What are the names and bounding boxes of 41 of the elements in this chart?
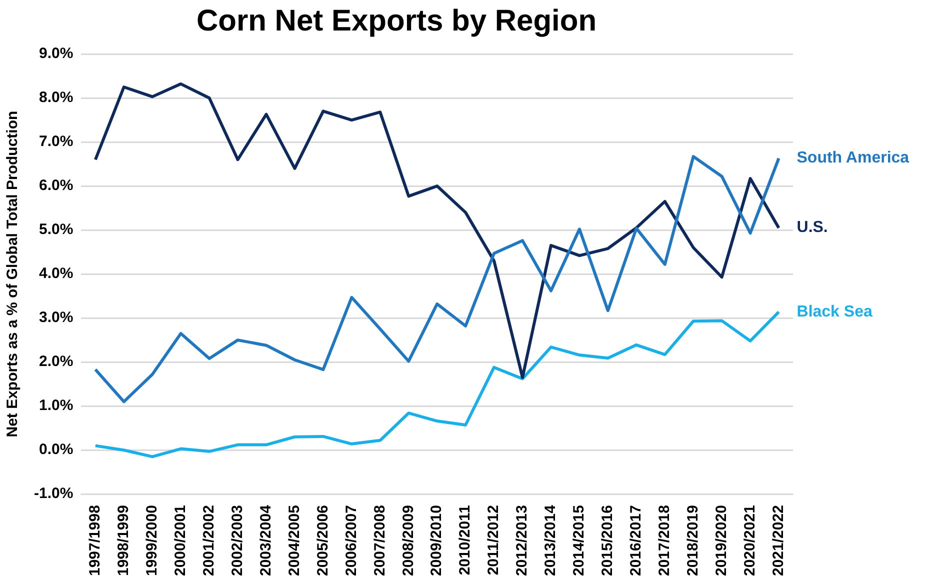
x-tick-label: 2014/2015	[570, 505, 588, 576]
x-tick-label: 2006/2007	[342, 505, 360, 576]
series-label: Black Sea	[796, 303, 872, 320]
x-tick-label: 2005/2006	[314, 505, 332, 576]
x-tick-label: 1998/1999	[115, 505, 132, 576]
y-tick-label: 8.0%	[38, 89, 74, 106]
x-tick-label: 1999/2000	[144, 505, 161, 576]
x-tick-label: 2011/2012	[485, 505, 502, 576]
x-tick-label: 2010/2011	[456, 505, 474, 576]
y-tick-label: -1.0%	[34, 485, 74, 502]
y-axis-title: Net Exports as a % of Global Total Production	[4, 110, 22, 438]
x-tick-label: 2018/2019	[684, 505, 702, 576]
x-tick-label: 2017/2018	[656, 505, 674, 576]
y-tick-label: 0.0%	[38, 441, 74, 458]
x-tick-label: 2015/2016	[599, 505, 616, 576]
x-tick-label: 1997/1998	[86, 505, 104, 576]
x-tick-label: 2003/2004	[257, 504, 274, 576]
y-tick-label: 5.0%	[38, 221, 74, 238]
x-tick-label: 2013/2014	[542, 504, 560, 576]
y-tick-label: 1.0%	[38, 397, 74, 414]
x-tick-label: 2000/2001	[172, 505, 189, 576]
y-tick-label: 9.0%	[38, 45, 74, 62]
series-label: U.S.	[796, 219, 828, 236]
x-tick-label: 2009/2010	[428, 505, 446, 576]
x-tick-label: 2004/2005	[286, 505, 303, 576]
x-tick-label: 2021/2022	[770, 505, 787, 576]
y-tick-label: 2.0%	[38, 353, 74, 370]
x-tick-label: 2016/2017	[628, 505, 645, 576]
y-tick-label: 4.0%	[38, 265, 74, 282]
series-label: South America	[796, 150, 910, 167]
chart-title: Corn Net Exports by Region	[196, 4, 597, 38]
x-tick-label: 2019/2020	[712, 505, 730, 576]
x-tick-label: 2012/2013	[514, 505, 531, 576]
x-tick-label: 2020/2021	[741, 505, 758, 576]
y-tick-label: 6.0%	[38, 177, 74, 194]
x-tick-label: 2001/2002	[200, 505, 218, 576]
x-tick-label: 2002/2003	[228, 505, 246, 576]
x-tick-label: 2008/2009	[400, 505, 417, 576]
y-tick-label: 3.0%	[38, 309, 74, 326]
y-tick-label: 7.0%	[38, 133, 74, 150]
x-tick-label: 2007/2008	[371, 505, 388, 576]
